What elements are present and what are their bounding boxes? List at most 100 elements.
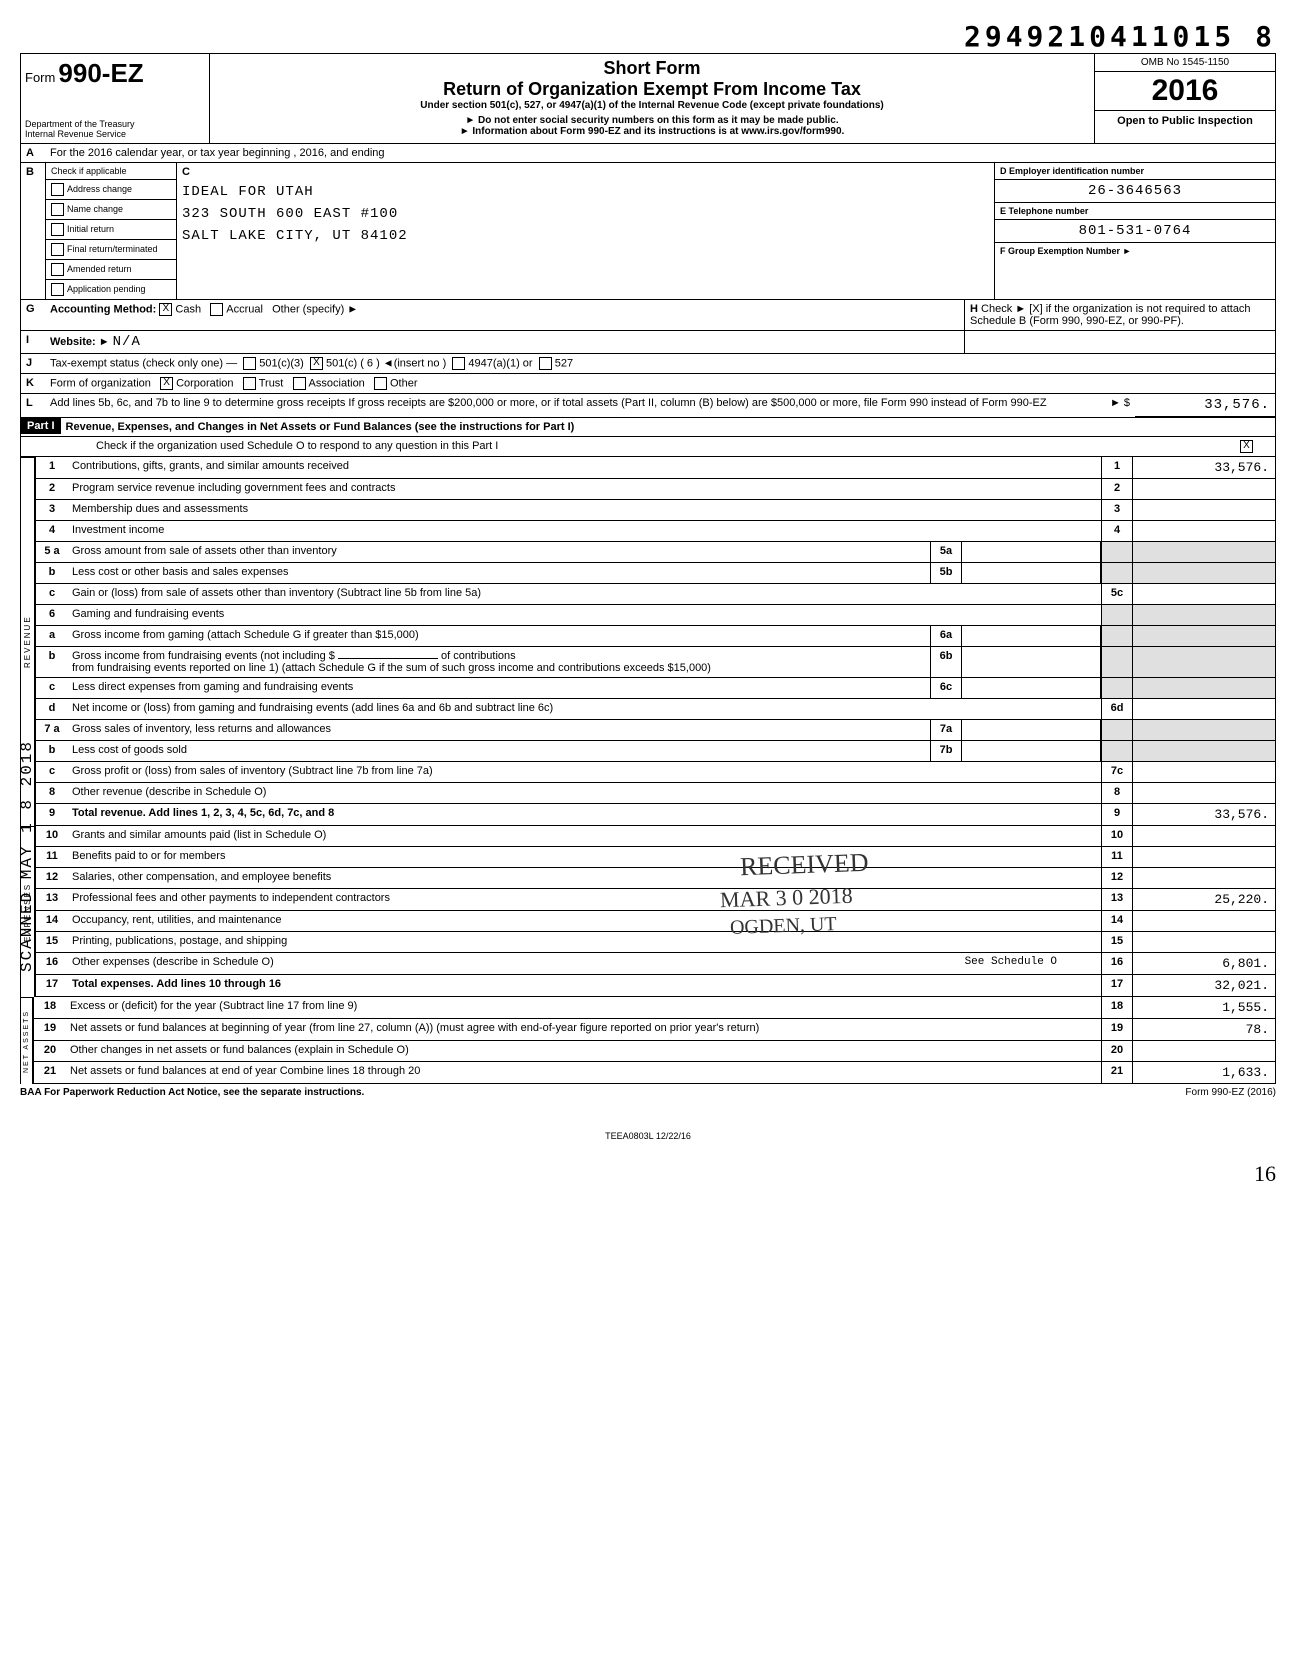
checkbox-final[interactable] (51, 243, 64, 256)
tax-year: 2016 (1095, 72, 1275, 111)
line-13-amt: 25,220. (1132, 889, 1275, 910)
checkbox-accrual[interactable] (210, 303, 223, 316)
col-c: C IDEAL FOR UTAH 323 SOUTH 600 EAST #100… (177, 163, 995, 299)
line-17-desc: Total expenses. Add lines 10 through 16 (68, 975, 1101, 996)
subtitle-3: ► Information about Form 990-EZ and its … (218, 126, 1086, 137)
k-trust: Trust (259, 377, 284, 389)
row-j: J Tax-exempt status (check only one) — 5… (20, 354, 1276, 374)
checkbox-amended[interactable] (51, 263, 64, 276)
org-name: IDEAL FOR UTAH (177, 181, 994, 203)
footer-mid: TEEA0803L 12/22/16 (20, 1131, 1276, 1141)
line-16-desc: Other expenses (describe in Schedule O) … (68, 953, 1101, 974)
line-7c-desc: Gross profit or (loss) from sales of inv… (68, 762, 1101, 782)
header-center: Short Form Return of Organization Exempt… (210, 54, 1095, 143)
phone-value: 801-531-0764 (995, 220, 1275, 243)
dept-irs: Internal Revenue Service (25, 129, 205, 139)
line-2-amt (1132, 479, 1275, 499)
website-label: Website: ► (50, 336, 110, 348)
part1-label: Part I (21, 418, 61, 434)
checkbox-corp[interactable]: X (160, 377, 173, 390)
line-5c-desc: Gain or (loss) from sale of assets other… (68, 584, 1101, 604)
line-20-amt (1132, 1041, 1275, 1061)
line-6-desc: Gaming and fundraising events (68, 605, 1101, 625)
ein-value: 26-3646563 (995, 180, 1275, 203)
j-label: Tax-exempt status (check only one) — (50, 357, 237, 369)
line-19-desc: Net assets or fund balances at beginning… (66, 1019, 1101, 1040)
open-public: Open to Public Inspection (1095, 111, 1275, 131)
line-17-amt: 32,021. (1132, 975, 1275, 996)
barcode-number: 2949210411015 (964, 20, 1235, 53)
subtitle-2: ► Do not enter social security numbers o… (218, 115, 1086, 126)
checkbox-cash[interactable]: X (159, 303, 172, 316)
j-c: 501(c) ( 6 ) ◄(insert no ) (326, 357, 446, 369)
line-12-amt (1132, 868, 1275, 888)
checkbox-name[interactable] (51, 203, 64, 216)
line-14-desc: Occupancy, rent, utilities, and maintena… (68, 911, 1101, 931)
return-title: Return of Organization Exempt From Incom… (218, 79, 1086, 100)
line-14-amt (1132, 911, 1275, 931)
netassets-block: NET ASSETS 18Excess or (deficit) for the… (20, 997, 1276, 1084)
line-21-desc: Net assets or fund balances at end of ye… (66, 1062, 1101, 1083)
checkbox-assoc[interactable] (293, 377, 306, 390)
dept-treasury: Department of the Treasury (25, 119, 205, 129)
footer-right: Form 990-EZ (2016) (1185, 1087, 1276, 1098)
h-continuation (965, 331, 1275, 353)
k-assoc: Association (309, 377, 365, 389)
checkbox-527[interactable] (539, 357, 552, 370)
short-form-label: Short Form (218, 58, 1086, 79)
line-18-desc: Excess or (deficit) for the year (Subtra… (66, 997, 1101, 1018)
line-6b-desc: Gross income from fundraising events (no… (68, 647, 930, 677)
checkbox-pending[interactable] (51, 283, 64, 296)
checkbox-other-org[interactable] (374, 377, 387, 390)
revenue-block: REVENUE 1Contributions, gifts, grants, a… (20, 457, 1276, 826)
row-l: L Add lines 5b, 6c, and 7b to line 9 to … (20, 394, 1276, 418)
line-6c-desc: Less direct expenses from gaming and fun… (68, 678, 930, 698)
line-1-amt: 33,576. (1132, 457, 1275, 478)
checkbox-501c[interactable]: X (310, 357, 323, 370)
line-18-amt: 1,555. (1132, 997, 1275, 1018)
line-15-desc: Printing, publications, postage, and shi… (68, 932, 1101, 952)
line-7a-desc: Gross sales of inventory, less returns a… (68, 720, 930, 740)
l-text: Add lines 5b, 6c, and 7b to line 9 to de… (45, 394, 1085, 417)
part1-block: Part I (21, 418, 61, 436)
footer-left: BAA For Paperwork Reduction Act Notice, … (20, 1087, 364, 1098)
checkbox-501c3[interactable] (243, 357, 256, 370)
j-527: 527 (555, 357, 573, 369)
line-9-amt: 33,576. (1132, 804, 1275, 825)
k-label: Form of organization (50, 377, 151, 389)
checkbox-address[interactable] (51, 183, 64, 196)
vert-expenses: EXPENSES (20, 826, 35, 997)
subtitle-1: Under section 501(c), 527, or 4947(a)(1)… (218, 100, 1086, 111)
k-corp: Corporation (176, 377, 233, 389)
line-8-amt (1132, 783, 1275, 803)
label-b: B (21, 163, 46, 299)
barcode-row: 2949210411015 8 (20, 20, 1276, 53)
checkbox-trust[interactable] (243, 377, 256, 390)
b-name-change: Name change (46, 200, 176, 220)
b-final: Final return/terminated (46, 240, 176, 260)
label-e: E Telephone number (995, 203, 1275, 220)
row-g-content: Accounting Method: XCash Accrual Other (… (45, 300, 965, 330)
label-a: A (21, 144, 45, 162)
line-3-amt (1132, 500, 1275, 520)
line-7c-amt (1132, 762, 1275, 782)
h-text: Check ► [X] if the organization is not r… (970, 303, 1251, 327)
checkbox-initial[interactable] (51, 223, 64, 236)
row-website: I Website: ► N/A (20, 331, 1276, 354)
expenses-block: EXPENSES 10Grants and similar amounts pa… (20, 826, 1276, 997)
b-header: Check if applicable (46, 163, 176, 180)
vert-revenue: REVENUE (20, 457, 35, 826)
checkbox-4947[interactable] (452, 357, 465, 370)
label-g: G (21, 300, 45, 330)
line-20-desc: Other changes in net assets or fund bala… (66, 1041, 1101, 1061)
col-def: D Employer identification number 26-3646… (995, 163, 1275, 299)
checkbox-schedo[interactable]: X (1240, 440, 1253, 453)
g-other: Other (specify) ► (272, 303, 358, 315)
row-a: A For the 2016 calendar year, or tax yea… (20, 144, 1276, 163)
line-6d-desc: Net income or (loss) from gaming and fun… (68, 699, 1101, 719)
form-page: SCANNED MAY 1 8 2018 2949210411015 8 For… (20, 20, 1276, 1187)
part1-heading: Revenue, Expenses, and Changes in Net As… (61, 418, 1275, 436)
label-l: L (21, 394, 45, 417)
g-accrual: Accrual (226, 303, 263, 315)
l-value: 33,576. (1135, 394, 1275, 417)
